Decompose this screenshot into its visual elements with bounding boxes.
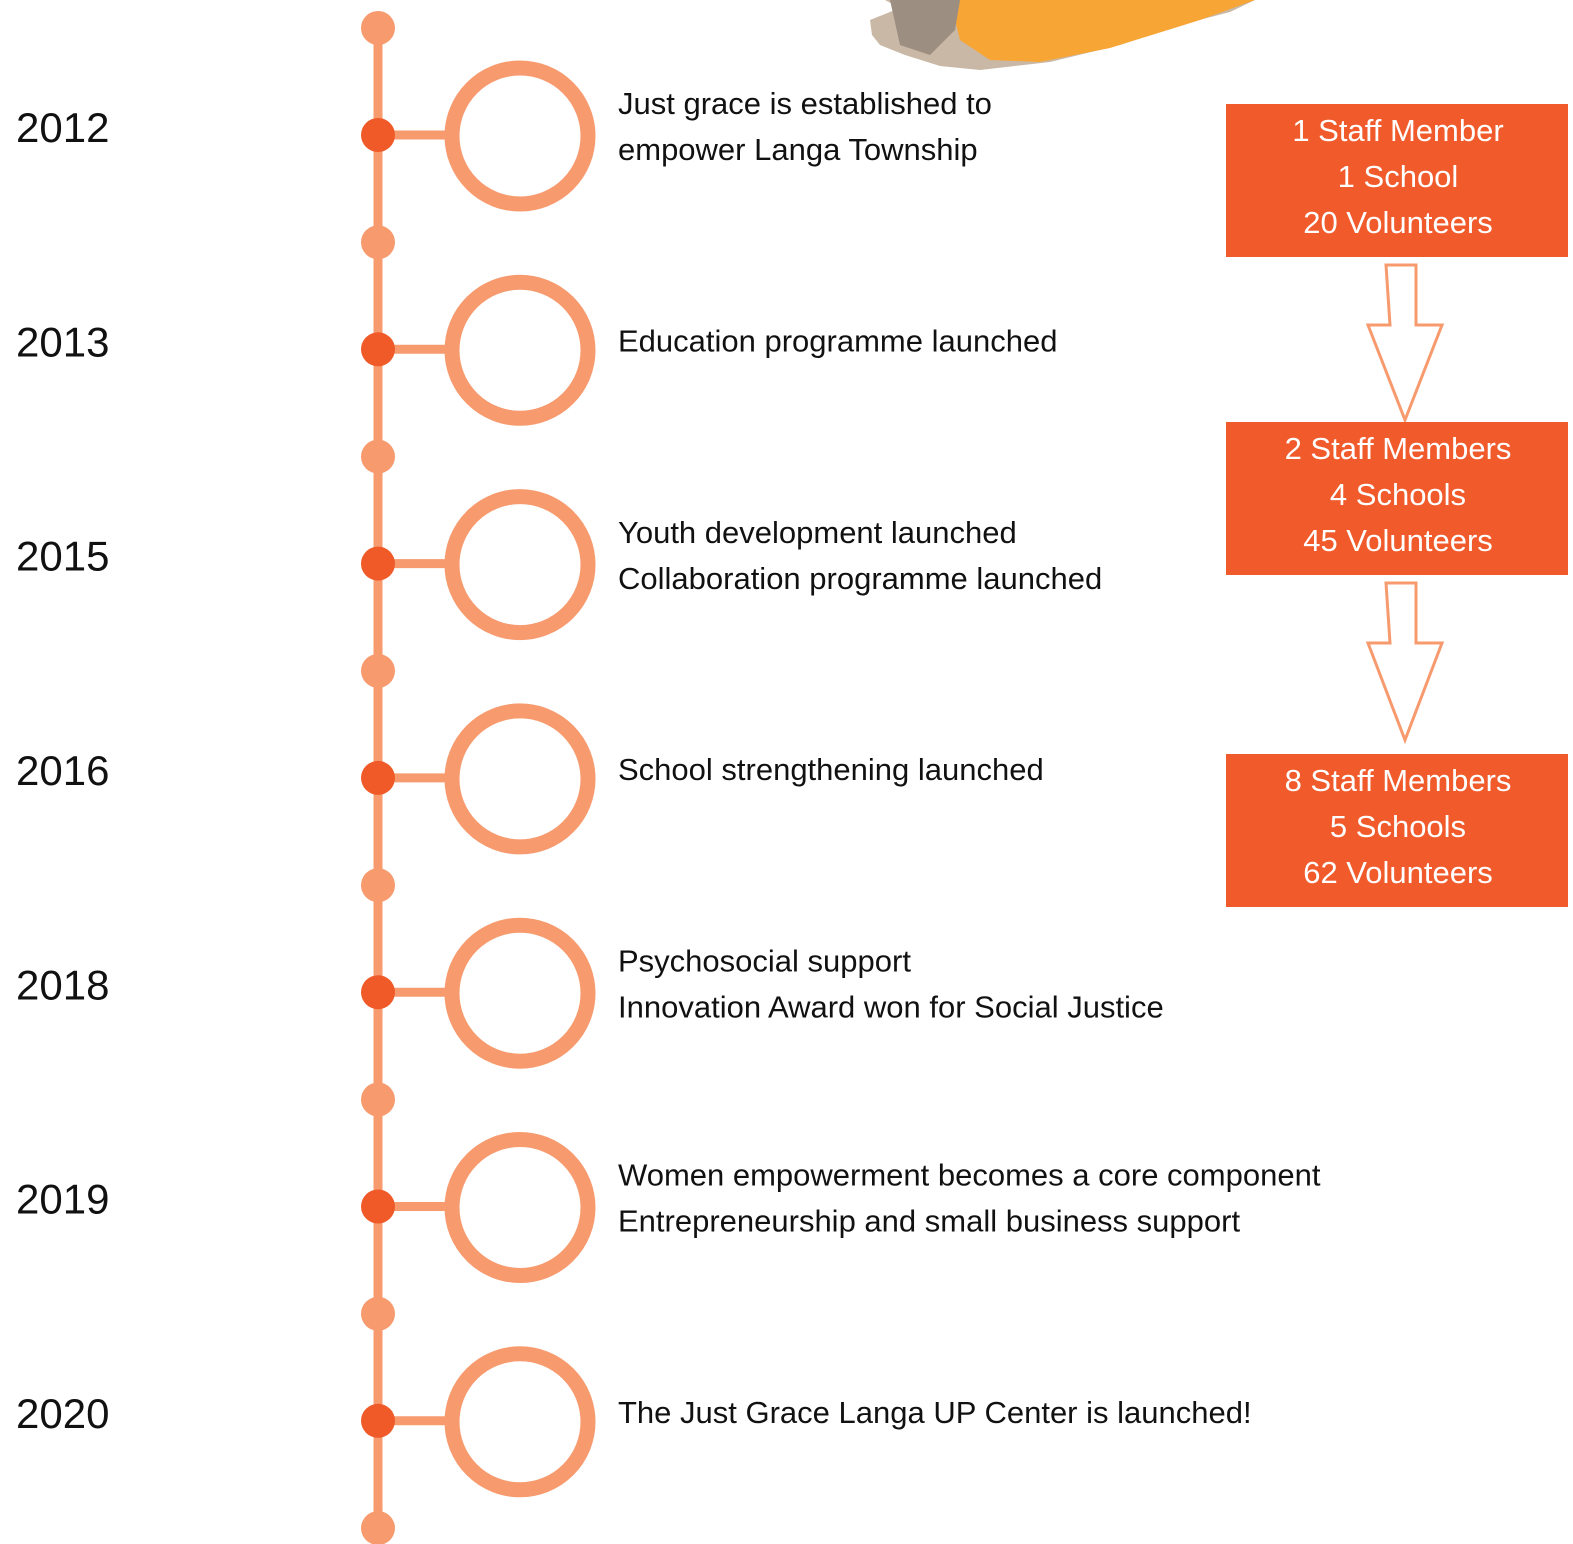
event-text: Entrepreneurship and small business supp… (618, 1204, 1240, 1239)
year-dot (361, 332, 395, 366)
ring (452, 282, 588, 418)
event-text: Just grace is established to (618, 86, 992, 121)
spine-dot (361, 225, 395, 259)
event-text: Collaboration programme launched (618, 561, 1102, 596)
year-label: 2020 (16, 1390, 109, 1437)
spine-dot (361, 868, 395, 902)
event-text: School strengthening launched (618, 752, 1044, 787)
event-text: Education programme launched (618, 323, 1057, 358)
ring (452, 925, 588, 1061)
ring (452, 1354, 588, 1490)
stat-text: 1 Staff Member (1292, 113, 1503, 148)
spine-dot (361, 440, 395, 474)
spine-dot (361, 11, 395, 45)
spine-dot (361, 1511, 395, 1544)
stat-text: 45 Volunteers (1303, 523, 1493, 558)
event-text: empower Langa Township (618, 132, 978, 167)
stat-text: 2 Staff Members (1285, 431, 1512, 466)
event-text: Psychosocial support (618, 943, 911, 978)
spine-dot (361, 1083, 395, 1117)
year-label: 2018 (16, 961, 109, 1008)
year-dot (361, 761, 395, 795)
ring (452, 711, 588, 847)
ring (452, 1140, 588, 1276)
timeline: 2012 Just grace is established to empower … (0, 0, 1573, 1544)
photo-fragment (870, 0, 1255, 70)
event-text: Innovation Award won for Social Justice (618, 989, 1164, 1024)
stat-text: 8 Staff Members (1285, 763, 1512, 798)
stat-text: 1 School (1338, 159, 1459, 194)
stat-text: 4 Schools (1330, 477, 1466, 512)
spine-dot (361, 654, 395, 688)
year-dot (361, 118, 395, 152)
year-dot (361, 547, 395, 581)
stat-text: 62 Volunteers (1303, 855, 1493, 890)
event-text: The Just Grace Langa UP Center is launch… (618, 1395, 1252, 1430)
year-dot (361, 975, 395, 1009)
ring (452, 68, 588, 204)
year-label: 2012 (16, 104, 109, 151)
year-label: 2013 (16, 318, 109, 365)
event-text: Youth development launched (618, 515, 1017, 550)
spine-dot (361, 1297, 395, 1331)
year-label: 2019 (16, 1176, 109, 1223)
year-dot (361, 1404, 395, 1438)
stat-text: 20 Volunteers (1303, 205, 1493, 240)
stat-text: 5 Schools (1330, 809, 1466, 844)
year-label: 2015 (16, 533, 109, 580)
ring (452, 497, 588, 633)
event-text: Women empowerment becomes a core compone… (618, 1158, 1321, 1193)
year-label: 2016 (16, 747, 109, 794)
year-dot (361, 1190, 395, 1224)
